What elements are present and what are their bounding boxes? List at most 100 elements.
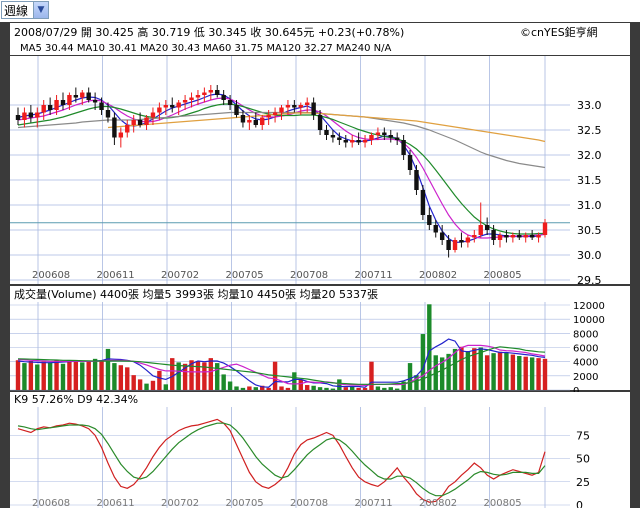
candle-body [22, 112, 27, 120]
candle-body [433, 225, 438, 233]
volume-bar [305, 385, 310, 390]
volume-bar [497, 351, 503, 390]
volume-bar [105, 348, 111, 390]
volume-tick-label: 10000 [573, 315, 605, 326]
candle-body [150, 112, 156, 118]
kd-tick-label: 0 [576, 499, 583, 508]
x-tick-label: 200805 [484, 498, 522, 508]
price-tick-label: 31.5 [577, 174, 602, 187]
volume-bar [240, 387, 246, 390]
candle-body [112, 117, 117, 138]
candle-body [484, 225, 490, 230]
candle-body [542, 222, 548, 235]
kd-panel: K9 57.26% D9 42.34% 75 50 25 0 200608 200611… [10, 392, 630, 508]
candle-body [253, 120, 258, 125]
stock-chart: 2008/07/29 開 30.425 高 30.719 低 30.345 收 … [0, 22, 640, 508]
volume-bar [86, 360, 91, 390]
candle-body [407, 155, 413, 170]
volume-bar [459, 346, 464, 390]
volume-bar [260, 385, 265, 390]
candle-body [504, 235, 509, 238]
volume-header: 成交量(Volume) 4400張 均量5 3993張 均量10 4450張 均… [14, 287, 378, 301]
volume-bar [401, 381, 406, 390]
candle-body [131, 120, 136, 125]
copyright-label: ©cnYES鉅亨網 [520, 25, 598, 39]
candle-body [125, 125, 130, 133]
candle-body [529, 235, 535, 238]
candle-body [80, 92, 85, 98]
volume-bar [22, 363, 27, 390]
volume-bar [176, 362, 181, 390]
x-tick-label: 200611 [97, 498, 135, 508]
candle-body [189, 97, 194, 100]
candle-body [446, 240, 451, 250]
candle-body [260, 117, 265, 125]
candle-body [195, 95, 201, 98]
candle-body [170, 105, 175, 108]
candle-body [452, 240, 458, 250]
candle-body [317, 115, 323, 130]
price-tick-label: 30.5 [577, 224, 602, 237]
price-panel: 2008/07/29 開 30.425 高 30.719 低 30.345 收 … [10, 23, 630, 287]
k-line [17, 418, 546, 503]
volume-bar [510, 354, 516, 390]
chevron-down-icon[interactable]: ▼ [33, 2, 48, 18]
candle-body [439, 232, 445, 240]
volume-bar [523, 356, 528, 390]
volume-bar [189, 360, 194, 390]
candle-body [298, 105, 303, 108]
candle-body [105, 110, 111, 118]
price-grid [10, 56, 570, 284]
x-tick-label: 200705 [226, 270, 264, 281]
price-header-ohlc: 2008/07/29 開 30.425 高 30.719 低 30.345 收 … [14, 25, 404, 39]
candle-body [144, 117, 149, 125]
volume-averages [17, 338, 546, 388]
volume-bar [388, 387, 393, 390]
candle-body [240, 115, 246, 123]
volume-bar [452, 348, 458, 390]
kd-lines [17, 418, 546, 503]
volume-bar [41, 361, 46, 390]
price-x-axis: 200608 200611 200702 200705 200708 200711 2008… [32, 270, 522, 281]
x-tick-label: 200702 [161, 498, 199, 508]
volume-bar [517, 356, 522, 390]
volume-tick-label: 0 [573, 386, 579, 397]
candle-body [54, 100, 59, 110]
x-tick-label: 200711 [355, 498, 393, 508]
volume-tick-label: 6000 [573, 344, 598, 355]
x-tick-label: 200708 [290, 270, 328, 281]
volume-bar [446, 353, 451, 390]
volume-bar [215, 363, 220, 390]
candle-body [279, 107, 284, 113]
period-select-value: 週線 [4, 3, 29, 18]
candle-body [208, 90, 214, 93]
kd-y-axis: 75 50 25 0 [576, 429, 590, 508]
period-select[interactable]: 週線 ▼ [1, 1, 49, 19]
candle-body [394, 137, 400, 140]
volume-bar [112, 363, 117, 390]
kd-tick-label: 75 [576, 429, 590, 442]
candle-body [221, 95, 226, 100]
volume-bar [298, 379, 303, 390]
x-tick-label: 200608 [32, 270, 70, 281]
volume-bar [343, 387, 348, 390]
candle-body [176, 102, 181, 108]
kd-header: K9 57.26% D9 42.34% [14, 393, 138, 406]
x-tick-label: 200611 [97, 270, 135, 281]
candle-body [285, 105, 291, 108]
volume-bar [317, 387, 323, 390]
volume-bar [67, 360, 72, 390]
x-tick-label: 200708 [290, 498, 328, 508]
volume-bar [407, 363, 413, 390]
price-y-axis: 33.0 32.5 32.0 31.5 31.0 30.5 30.0 29.5 [577, 99, 602, 287]
volume-bar [131, 375, 136, 390]
candle-body [292, 105, 297, 108]
volume-bar [279, 386, 284, 390]
candle-body [324, 130, 329, 135]
x-tick-label: 200702 [161, 270, 199, 281]
price-tick-label: 31.0 [577, 199, 602, 212]
volume-bar [356, 387, 361, 390]
candle-body [47, 105, 53, 110]
volume-bar [427, 304, 432, 390]
candle-body [99, 102, 104, 110]
